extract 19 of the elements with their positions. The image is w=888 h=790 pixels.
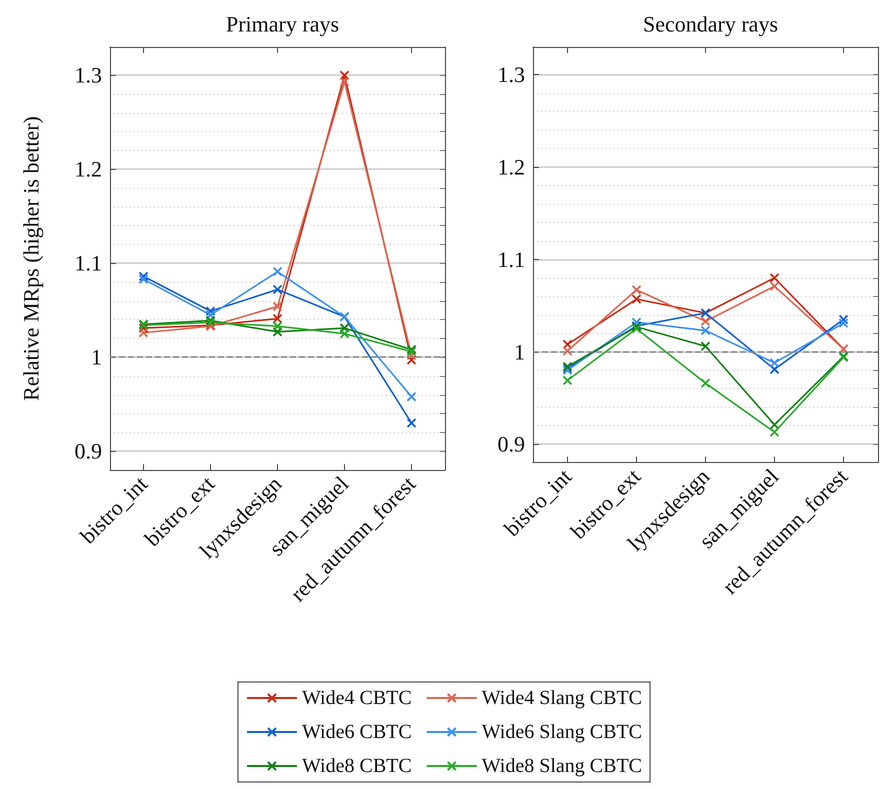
chart-title: Secondary rays bbox=[642, 12, 778, 36]
y-tick-label: 0.9 bbox=[498, 432, 525, 457]
y-tick-label: 1.2 bbox=[74, 156, 102, 182]
legend-label: Wide8 CBTC bbox=[302, 755, 412, 777]
y-tick-label: 1.1 bbox=[498, 246, 525, 272]
legend-label: Wide6 Slang CBTC bbox=[482, 721, 642, 743]
y-axis-title: Relative MRps (higher is better) bbox=[18, 116, 44, 401]
chart-title: Primary rays bbox=[226, 12, 340, 36]
y-tick-label: 1.3 bbox=[498, 62, 525, 88]
legend-label: Wide4 CBTC bbox=[302, 687, 412, 709]
legend-label: Wide4 Slang CBTC bbox=[482, 687, 642, 709]
y-tick-label: 1.2 bbox=[498, 154, 525, 180]
legend-label: Wide6 CBTC bbox=[302, 721, 412, 743]
legend-label: Wide8 Slang CBTC bbox=[482, 755, 642, 777]
y-tick-label: 1 bbox=[514, 339, 525, 364]
y-tick-label: 1.3 bbox=[74, 62, 102, 88]
y-tick-label: 1 bbox=[91, 344, 102, 370]
y-tick-label: 0.9 bbox=[74, 438, 102, 464]
y-tick-label: 1.1 bbox=[74, 250, 102, 276]
